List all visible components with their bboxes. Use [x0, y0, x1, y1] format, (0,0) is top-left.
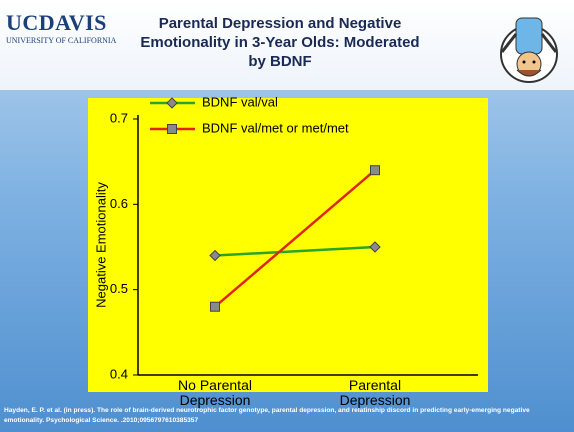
- citation: Hayden, E. P. et al. (in press). The rol…: [4, 406, 570, 426]
- y-tick-label: 0.6: [110, 196, 128, 211]
- legend-marker: [168, 125, 177, 134]
- marker: [211, 302, 220, 311]
- y-tick-label: 0.5: [110, 281, 128, 296]
- y-axis-label: Negative Emotionality: [93, 182, 108, 308]
- chart: Negative Emotionality 0.4 0.5 0.6 0.7 BDNF v…: [0, 0, 574, 432]
- legend-label: BDNF val/met or met/met: [202, 120, 349, 135]
- marker: [371, 166, 380, 175]
- y-tick-label: 0.7: [110, 110, 128, 125]
- y-tick-label: 0.4: [110, 366, 128, 381]
- x-tick-label: No Parental Depression: [160, 378, 270, 408]
- x-tick-label: Parental Depression: [320, 378, 430, 408]
- slide: UCDAVIS UNIVERSITY OF CALIFORNIA Parenta…: [0, 0, 574, 432]
- legend-label: BDNF val/val: [202, 94, 278, 109]
